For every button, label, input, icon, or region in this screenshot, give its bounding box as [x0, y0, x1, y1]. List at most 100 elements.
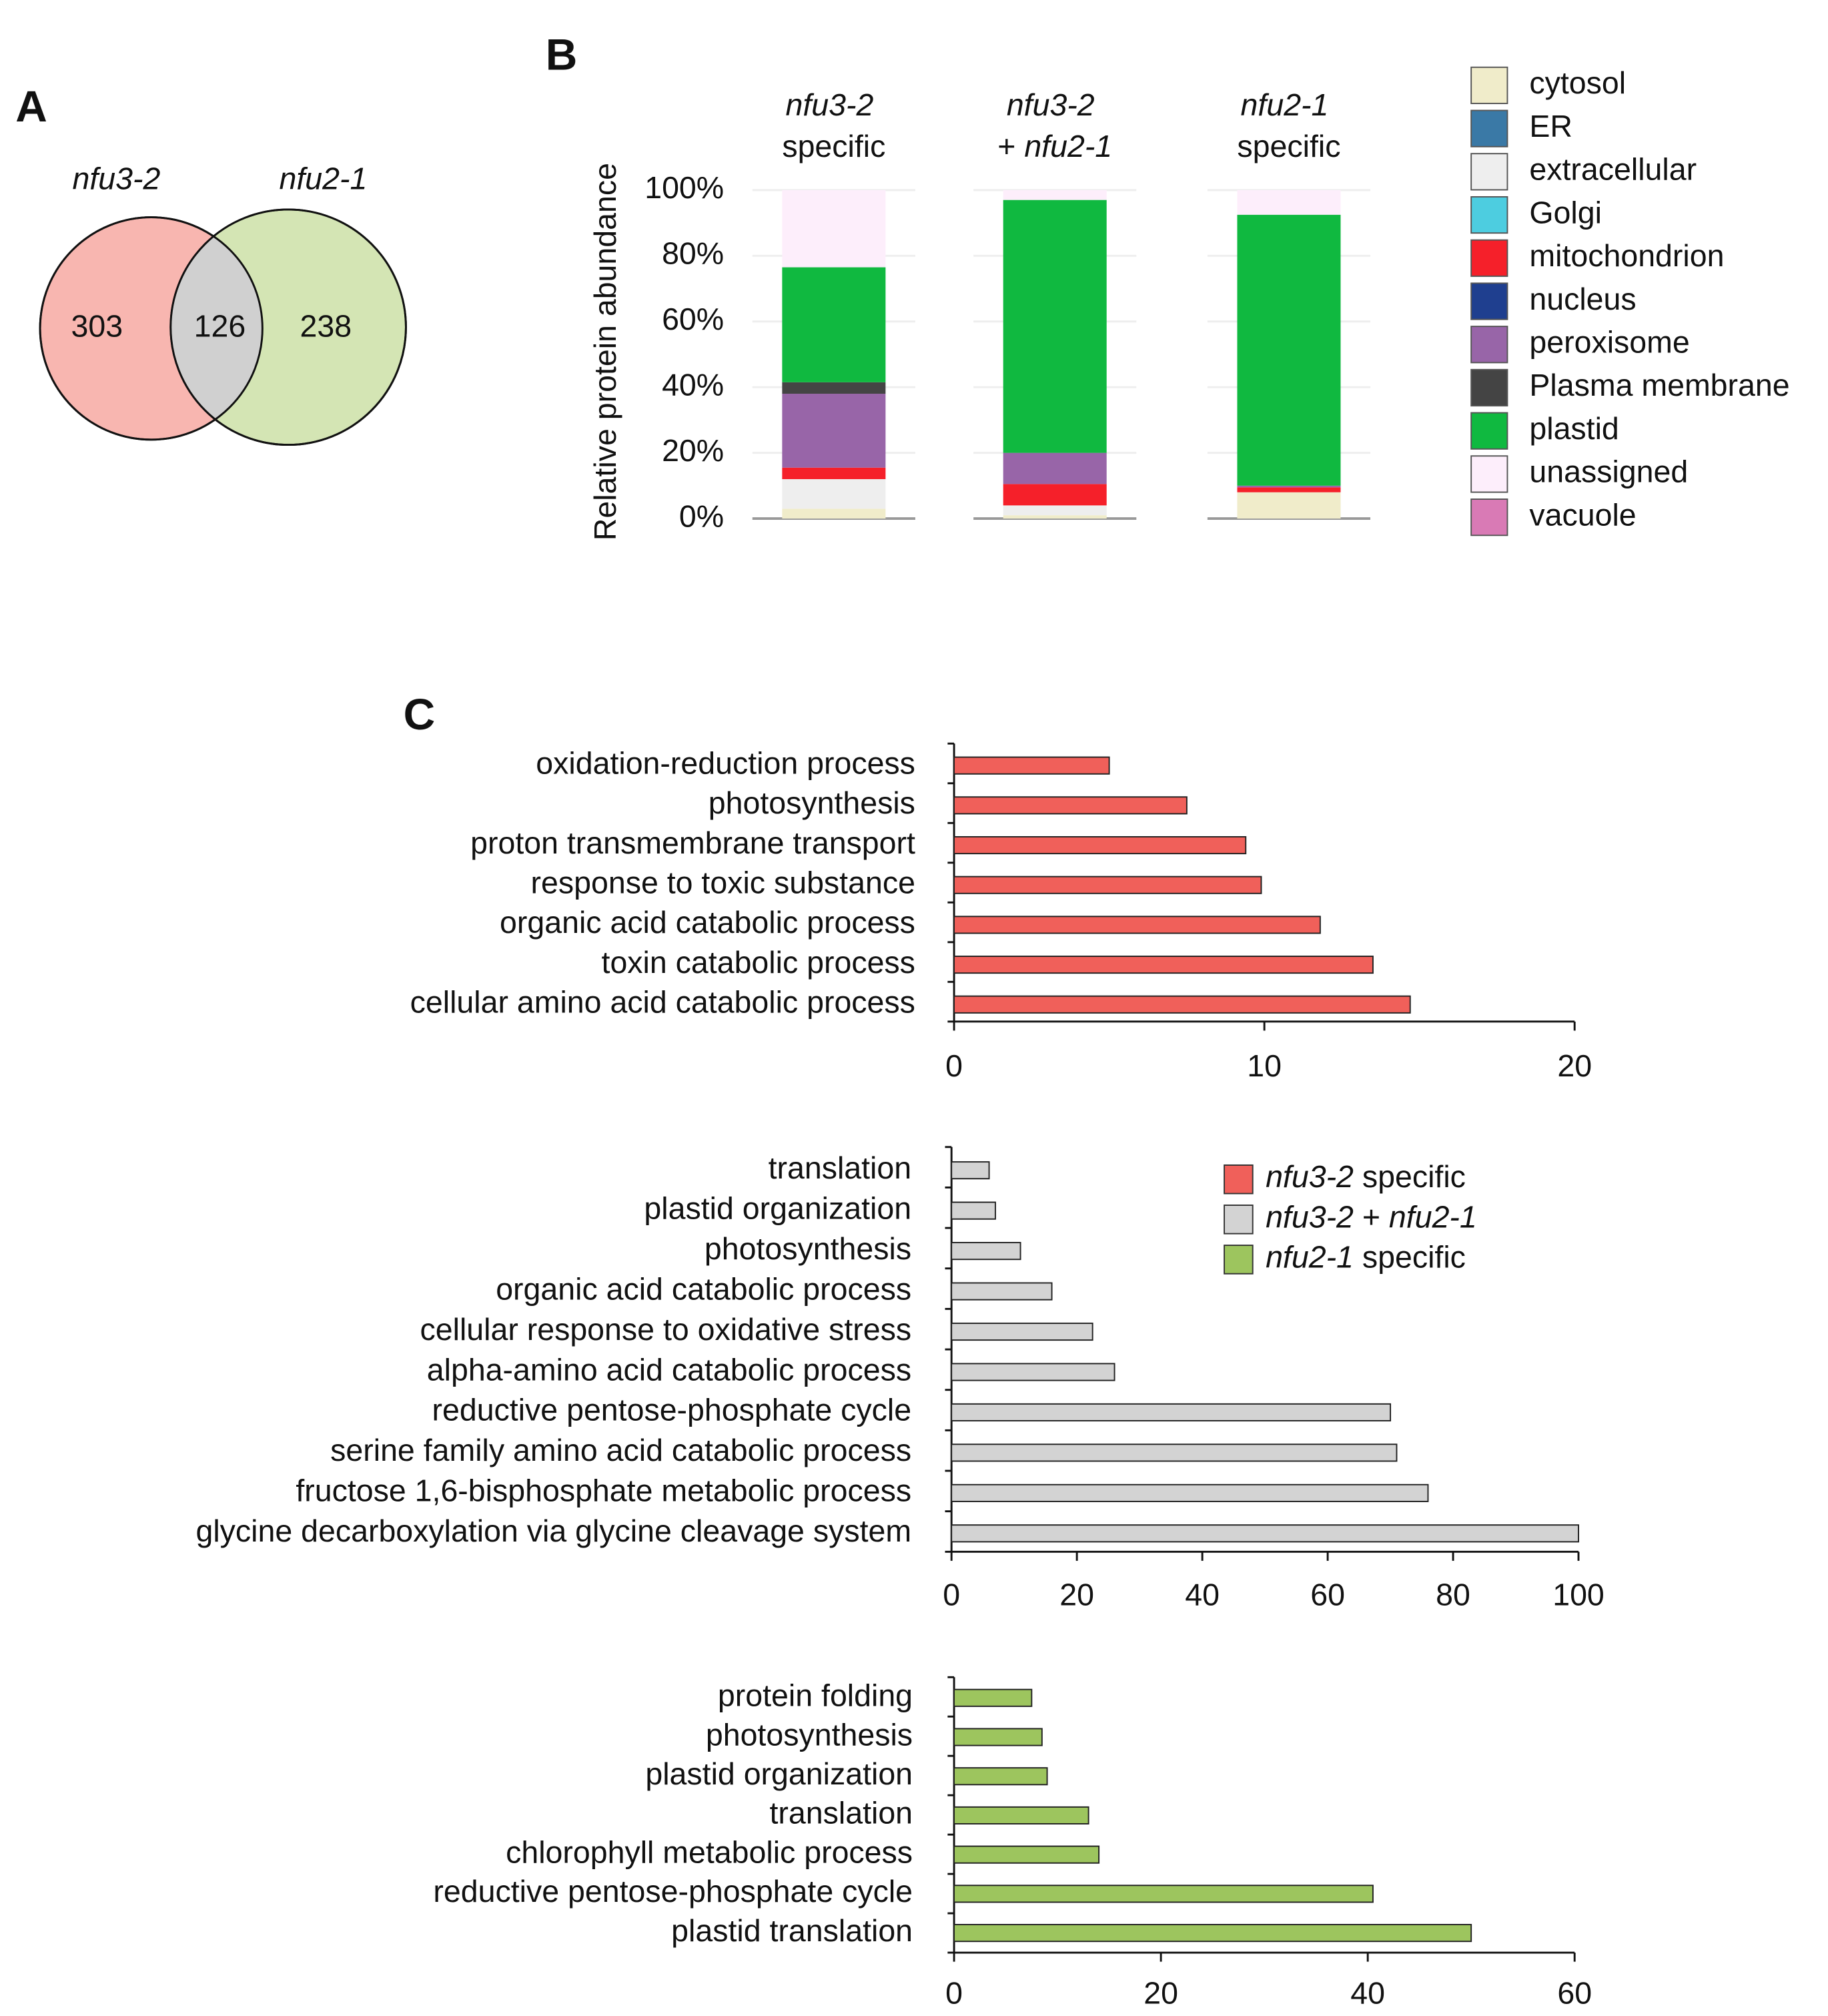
x-tick-label: 20	[1144, 1975, 1178, 2010]
legend-swatch	[1470, 412, 1508, 450]
legend-swatch	[1470, 368, 1508, 407]
bar	[953, 876, 1262, 894]
category-label: chlorophyll metabolic process	[506, 1834, 913, 1869]
bar-segment	[782, 478, 886, 509]
bar-segment	[1003, 484, 1107, 506]
set-label: nfu3-2	[72, 161, 160, 196]
bar	[953, 1806, 1089, 1825]
legend-swatch	[1470, 282, 1508, 320]
category-label: nfu2-1 specific	[1237, 87, 1340, 163]
category-label: photosynthesis	[709, 785, 915, 820]
bar	[951, 1524, 1579, 1543]
x-tick-label: 20	[1557, 1048, 1592, 1083]
bar-segment	[1003, 200, 1107, 453]
legend-swatch	[1470, 326, 1508, 364]
venn-edge	[169, 208, 407, 446]
category-label: plastid translation	[671, 1913, 913, 1948]
bar	[953, 1688, 1033, 1707]
category-label: organic acid catabolic process	[496, 1271, 911, 1306]
x-tick-label: 80	[1436, 1577, 1470, 1612]
bar-segment	[1237, 492, 1341, 519]
category-label: response to toxic substance	[531, 865, 915, 900]
category-label: organic acid catabolic process	[500, 905, 915, 940]
legend-swatch	[1470, 153, 1508, 191]
y-tick-label: 60%	[662, 302, 724, 336]
legend-swatch	[1224, 1245, 1254, 1275]
bar	[953, 756, 1110, 775]
category-label: nfu3-2 + nfu2-1	[997, 87, 1112, 163]
bar-segment	[782, 267, 886, 382]
legend-label: mitochondrion	[1529, 238, 1724, 273]
category-label: cellular response to oxidative stress	[420, 1312, 912, 1347]
x-tick-label: 0	[945, 1975, 963, 2010]
panel-label: A	[15, 81, 47, 131]
legend-label: unassigned	[1529, 454, 1688, 489]
venn-edge	[39, 216, 264, 441]
bar-segment	[1237, 190, 1341, 215]
bar-segment	[1237, 487, 1341, 492]
legend-label: nfu2-1 specific	[1266, 1240, 1466, 1275]
bar-segment	[782, 467, 886, 479]
category-label: plastid organization	[644, 1191, 911, 1225]
category-label: nfu3-2 specific	[782, 87, 885, 163]
panel-label: B	[546, 30, 578, 79]
legend-label: plastid	[1529, 411, 1619, 446]
bar-segment	[1003, 505, 1107, 516]
bar-segment	[1003, 190, 1107, 200]
category-label: glycine decarboxylation via glycine clea…	[195, 1514, 911, 1548]
legend-swatch	[1470, 239, 1508, 277]
y-tick-label: 20%	[662, 433, 724, 468]
bar	[951, 1282, 1053, 1301]
bar	[951, 1161, 990, 1180]
venn-count: 126	[194, 308, 246, 343]
y-tick-label: 80%	[662, 236, 724, 271]
venn-count: 303	[71, 308, 123, 343]
bar-segment	[1237, 485, 1341, 488]
category-label: serine family amino acid catabolic proce…	[330, 1433, 911, 1467]
y-tick-label: 100%	[644, 170, 724, 205]
x-tick-label: 40	[1185, 1577, 1220, 1612]
y-axis-label: Relative protein abundance	[588, 163, 622, 541]
y-tick-label: 0%	[679, 498, 724, 533]
x-tick-label: 10	[1247, 1048, 1282, 1083]
legend-label: Golgi	[1529, 195, 1602, 230]
bar-segment	[782, 394, 886, 468]
bar-segment	[1003, 452, 1107, 484]
legend-swatch	[1470, 498, 1508, 537]
bar-segment	[1237, 214, 1341, 486]
legend-swatch	[1224, 1164, 1254, 1195]
set-label: nfu2-1	[280, 161, 368, 196]
bar	[951, 1443, 1398, 1462]
x-tick-label: 0	[943, 1577, 960, 1612]
venn-overlap	[170, 217, 263, 440]
legend-swatch	[1224, 1205, 1254, 1235]
legend-label: peroxisome	[1529, 325, 1689, 360]
category-label: proton transmembrane transport	[470, 825, 915, 860]
x-tick-label: 60	[1310, 1577, 1345, 1612]
category-label: oxidation-reduction process	[536, 745, 915, 780]
bar	[951, 1403, 1392, 1422]
legend-label: cytosol	[1529, 65, 1626, 100]
legend-swatch	[1470, 196, 1508, 234]
bar	[951, 1201, 996, 1220]
bar	[953, 1767, 1048, 1786]
bar	[953, 995, 1411, 1014]
venn-count: 238	[300, 308, 352, 343]
bar	[953, 956, 1374, 974]
x-tick-label: 60	[1557, 1975, 1592, 2010]
legend-label: Plasma membrane	[1529, 368, 1789, 402]
bar-segment	[1003, 515, 1107, 519]
category-label: fructose 1,6-bisphosphate metabolic proc…	[296, 1473, 911, 1508]
bar	[953, 796, 1188, 815]
legend-swatch	[1470, 455, 1508, 493]
legend-label: vacuole	[1529, 497, 1636, 532]
category-label: cellular amino acid catabolic process	[410, 985, 915, 1020]
panel-label: C	[404, 689, 436, 739]
x-tick-label: 0	[945, 1048, 963, 1083]
category-label: reductive pentose-phosphate cycle	[432, 1393, 911, 1427]
category-label: alpha-amino acid catabolic process	[427, 1352, 911, 1387]
legend-label: ER	[1529, 109, 1572, 143]
legend-label: nucleus	[1529, 282, 1636, 316]
